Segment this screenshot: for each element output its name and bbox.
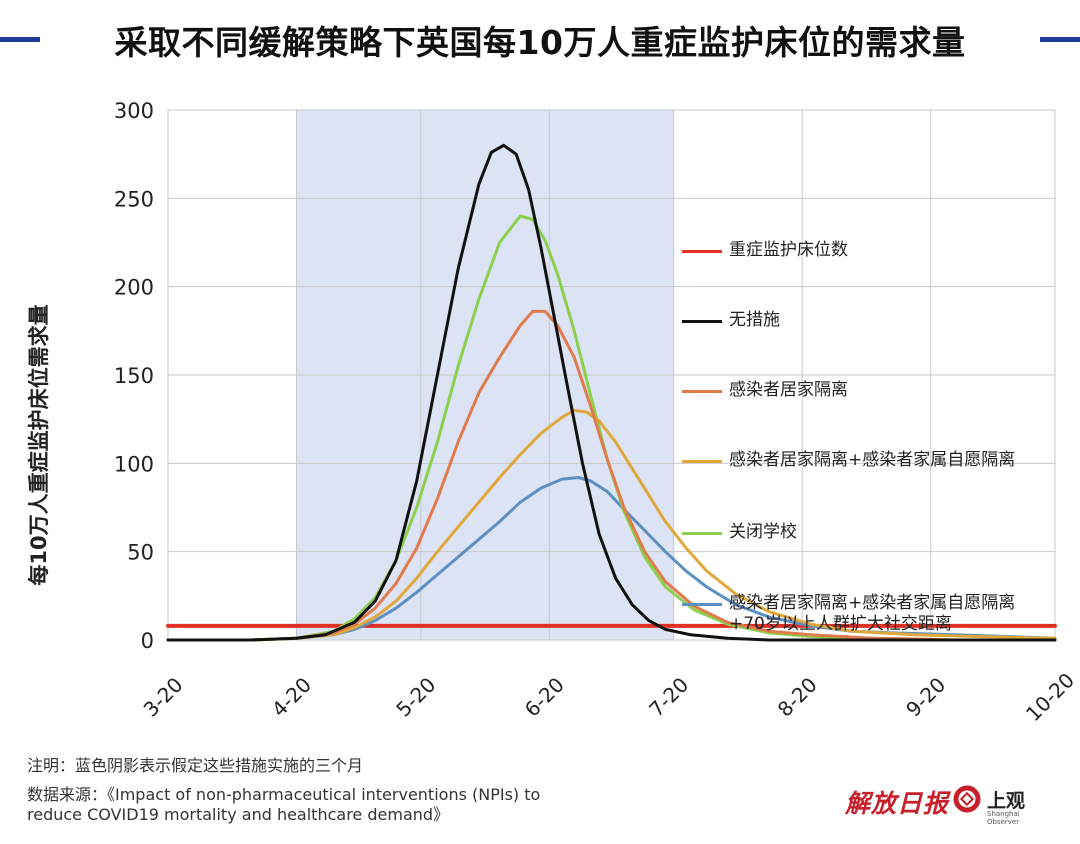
y-tick-labels: 0 50 100 150 200 250 300 bbox=[114, 99, 154, 653]
shanghai-observer-logo: 上观 Shanghai Observer bbox=[953, 782, 1045, 826]
legend-label: 感染者居家隔离+感染者家属自愿隔离 bbox=[729, 450, 1016, 470]
legend-swatch bbox=[682, 250, 722, 253]
y-tick-label: 50 bbox=[127, 541, 154, 565]
legend: 重症监护床位数 无措施感染者居家隔离感染者居家隔离+感染者家属自愿隔离 关闭学校感染… bbox=[682, 240, 1077, 650]
legend-label: 感染者居家隔离+感染者家属自愿隔离 +70岁以上人群扩大社交距离 bbox=[729, 593, 1016, 634]
legend-item: 重症监护床位数 bbox=[682, 240, 1077, 280]
x-tick-label: 6-20 bbox=[520, 673, 569, 722]
x-tick-label: 9-20 bbox=[901, 673, 950, 722]
chart-area: 0 50 100 150 200 250 300 3-20 4-20 5-20 6-20 7-20 8… bbox=[0, 90, 1080, 730]
legend-item: 感染者居家隔离+感染者家属自愿隔离 +70岁以上人群扩大社交距离 bbox=[682, 593, 1077, 634]
page-title: 采取不同缓解策略下英国每10万人重症监护床位的需求量 bbox=[114, 23, 966, 62]
x-tick-label: 8-20 bbox=[773, 673, 822, 722]
y-tick-label: 0 bbox=[141, 629, 154, 653]
shanghai-observer-subtitle: Shanghai Observer bbox=[987, 810, 1020, 826]
legend-swatch bbox=[682, 603, 722, 606]
legend-item: 感染者居家隔离+感染者家属自愿隔离 bbox=[682, 450, 1077, 490]
legend-item: 关闭学校 bbox=[682, 522, 1077, 562]
title-rule-right bbox=[1040, 37, 1080, 42]
y-tick-label: 300 bbox=[114, 99, 154, 123]
legend-swatch bbox=[682, 532, 722, 535]
series-line-5 bbox=[166, 476, 1057, 642]
x-tick-label: 4-20 bbox=[267, 673, 316, 722]
series-line-1 bbox=[166, 143, 1057, 642]
chart-svg: 0 50 100 150 200 250 300 3-20 4-20 5-20 6-20 7-20 8… bbox=[114, 99, 1080, 726]
y-axis-title: 每10万人重症监护床位需求量 bbox=[27, 304, 51, 586]
y-tick-label: 150 bbox=[114, 364, 154, 388]
series-line-4 bbox=[166, 214, 1057, 642]
footer: 注明：蓝色阴影表示假定这些措施实施的三个月 数据来源：《Impact of no… bbox=[0, 740, 1080, 844]
title-bar: 采取不同缓解策略下英国每10万人重症监护床位的需求量 bbox=[0, 0, 1080, 80]
x-tick-labels: 3-20 4-20 5-20 6-20 7-20 8-20 9-20 10-20 bbox=[139, 668, 1080, 726]
x-tick-label: 10-20 bbox=[1021, 668, 1079, 726]
y-tick-label: 100 bbox=[114, 452, 154, 476]
series-line-2 bbox=[166, 309, 1057, 642]
legend-label: 感染者居家隔离 bbox=[729, 380, 848, 400]
title-rule-left bbox=[0, 37, 40, 42]
footnote: 注明：蓝色阴影表示假定这些措施实施的三个月 bbox=[27, 756, 364, 775]
legend-label: 关闭学校 bbox=[729, 522, 797, 542]
shanghai-observer-name: 上观 bbox=[987, 790, 1026, 812]
x-tick-label: 5-20 bbox=[391, 673, 440, 722]
legend-item: 无措施 bbox=[682, 310, 1077, 350]
legend-swatch bbox=[682, 460, 722, 463]
gridlines bbox=[167, 109, 1056, 641]
legend-label: 无措施 bbox=[729, 310, 780, 330]
source-citation: 数据来源：《Impact of non-pharmaceutical inter… bbox=[27, 785, 541, 824]
series-lines bbox=[166, 143, 1057, 642]
shanghai-observer-icon bbox=[953, 785, 981, 813]
legend-swatch bbox=[682, 320, 722, 323]
jiefang-daily-logo: 解放日报 bbox=[845, 789, 950, 818]
y-tick-label: 250 bbox=[114, 187, 154, 211]
x-tick-label: 3-20 bbox=[139, 673, 188, 722]
publisher-logos: 解放日报 上观 Shanghai Observer bbox=[845, 782, 1045, 826]
legend-swatch bbox=[682, 390, 722, 393]
series-line-3 bbox=[166, 408, 1057, 642]
y-tick-label: 200 bbox=[114, 276, 154, 300]
legend-item: 感染者居家隔离 bbox=[682, 380, 1077, 420]
legend-label: 重症监护床位数 bbox=[729, 240, 848, 260]
x-tick-label: 7-20 bbox=[644, 673, 693, 722]
